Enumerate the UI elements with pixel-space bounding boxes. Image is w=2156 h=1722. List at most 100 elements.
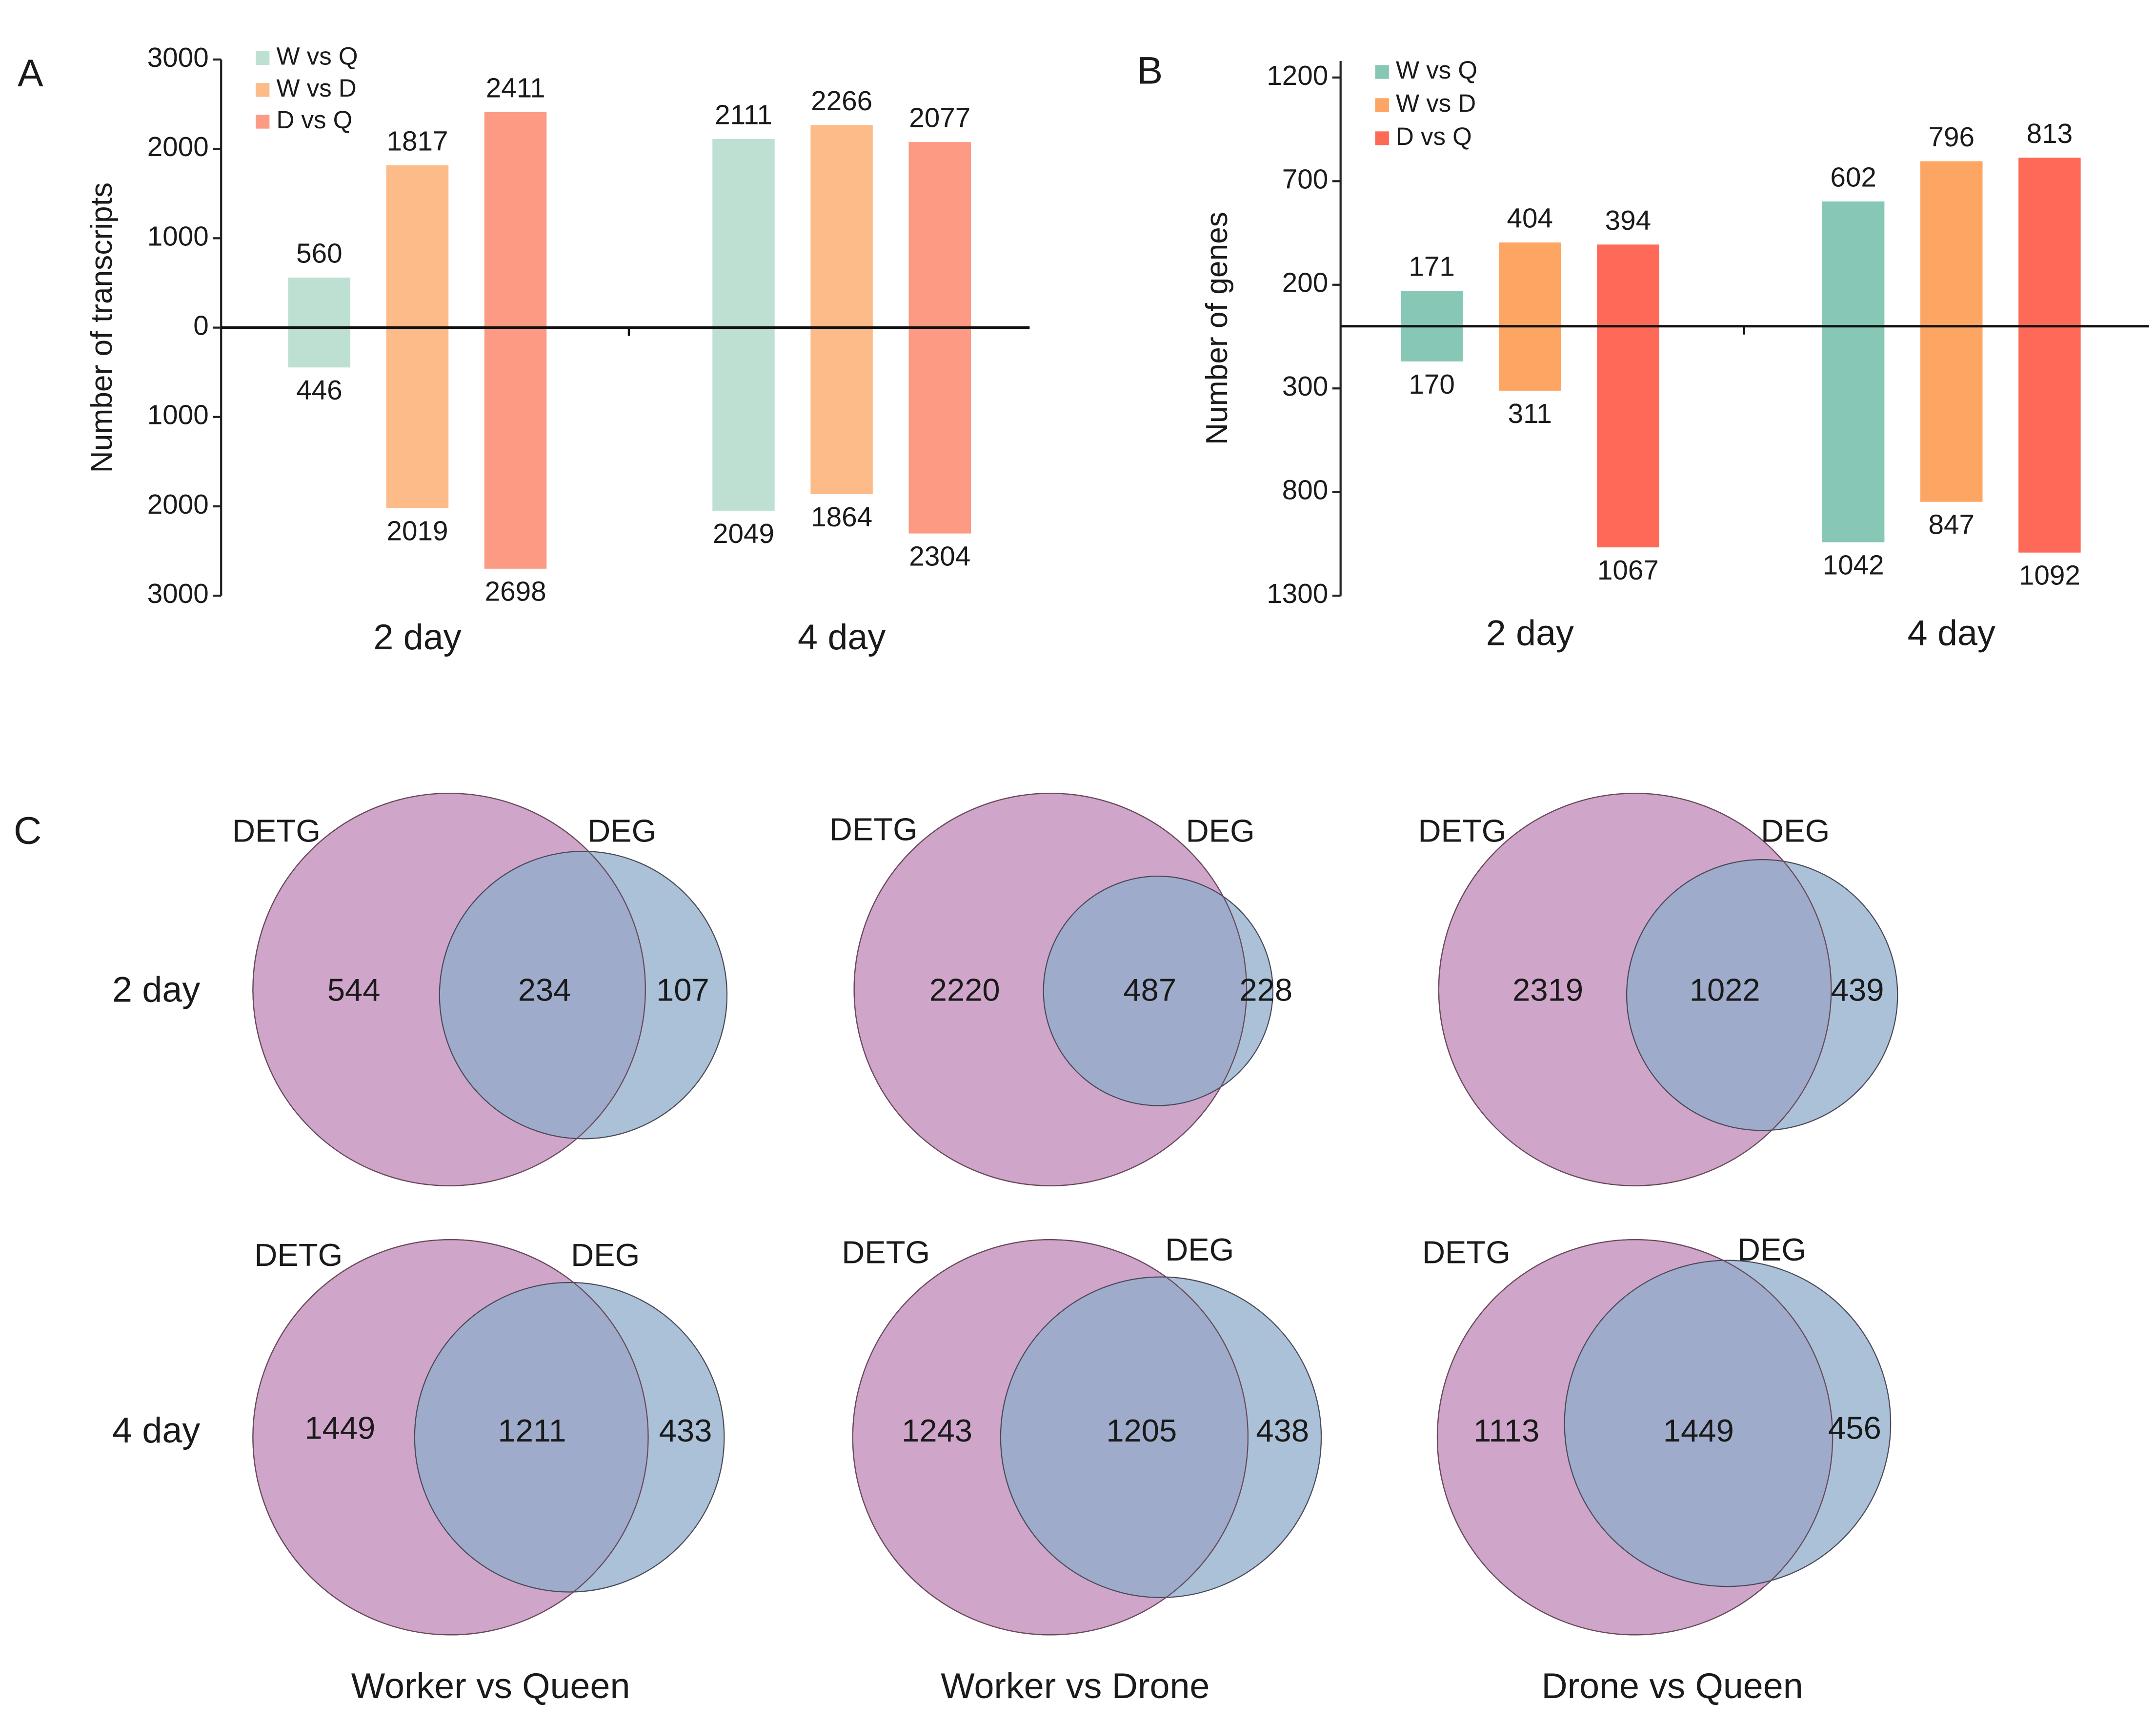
detg-outline <box>853 793 1248 1186</box>
value-label: 2304 <box>909 541 970 572</box>
value-label: 394 <box>1605 205 1652 236</box>
y-tick-label: 800 <box>1282 475 1329 506</box>
y-tick-label: 1000 <box>147 221 209 252</box>
value-label: 1864 <box>811 502 872 533</box>
value-label: 1092 <box>2019 561 2080 591</box>
count-label: 1211 <box>498 1413 566 1448</box>
value-label: 813 <box>2027 119 2073 149</box>
y-tick-label: 200 <box>1282 268 1329 299</box>
count-label: 228 <box>1239 972 1292 1007</box>
bar-down <box>386 327 449 508</box>
value-label: 847 <box>1929 510 1975 541</box>
set-label: DEG <box>1165 1232 1234 1267</box>
y-tick-label: 3000 <box>147 579 209 609</box>
bar-down <box>1597 326 1659 548</box>
bar-down <box>1400 326 1463 361</box>
y-tick-label: 1300 <box>1267 579 1328 609</box>
value-label: 2049 <box>713 519 774 549</box>
bar-down <box>810 327 873 495</box>
bar-up <box>2018 158 2081 326</box>
value-label: 1042 <box>1823 550 1884 581</box>
legend-swatch <box>1375 65 1389 79</box>
bar-up <box>1920 161 1983 326</box>
value-label: 2077 <box>909 103 970 134</box>
y-axis-label: Number of genes <box>1200 212 1234 445</box>
value-label: 171 <box>1409 252 1455 282</box>
y-tick-label: 3000 <box>147 42 209 73</box>
detg-outline <box>852 1239 1249 1636</box>
legend-label: W vs Q <box>277 42 358 70</box>
bar-up <box>908 142 971 328</box>
count-label: 1449 <box>304 1410 375 1445</box>
bar-down <box>712 327 775 511</box>
legend-swatch <box>256 115 270 129</box>
detg-outline <box>252 1239 649 1636</box>
count-label: 456 <box>1828 1410 1881 1445</box>
set-label: DETG <box>1418 813 1507 849</box>
row-label: 2 day <box>112 969 200 1010</box>
set-label: DEG <box>587 813 656 849</box>
set-label: DEG <box>571 1237 640 1273</box>
count-label: 1449 <box>1663 1413 1734 1448</box>
value-label: 2411 <box>486 73 545 104</box>
count-label: 1243 <box>902 1413 972 1448</box>
value-label: 560 <box>296 239 343 269</box>
bar-up <box>484 112 547 328</box>
deg-circle <box>1626 859 1898 1131</box>
bar-down <box>288 327 351 368</box>
bar-down <box>1499 326 1561 391</box>
bar-up <box>810 125 873 328</box>
count-label: 1205 <box>1106 1413 1177 1448</box>
y-tick-label: 2000 <box>147 489 209 520</box>
detg-outline <box>1436 1239 1834 1636</box>
detg-outline <box>1438 793 1832 1186</box>
y-tick-label: 0 <box>193 311 209 341</box>
value-label: 2019 <box>386 516 448 546</box>
column-label: Worker vs Drone <box>941 1665 1209 1706</box>
value-label: 2266 <box>811 86 872 117</box>
count-label: 438 <box>1256 1413 1309 1448</box>
legend-swatch <box>256 51 270 65</box>
legend-label: D vs Q <box>277 106 353 134</box>
value-label: 2698 <box>485 577 546 607</box>
value-label: 1067 <box>1597 555 1659 586</box>
column-label: Worker vs Queen <box>351 1665 630 1706</box>
value-label: 602 <box>1830 162 1876 193</box>
y-tick-label: 700 <box>1282 164 1329 195</box>
deg-circle <box>1000 1276 1322 1598</box>
bar-up <box>1822 201 1885 326</box>
legend-swatch <box>256 83 270 97</box>
legend-label: W vs D <box>277 74 357 102</box>
bar-up <box>1499 242 1561 326</box>
count-label: 2220 <box>929 972 1000 1007</box>
bar-up <box>712 139 775 328</box>
panel-label: C <box>14 808 41 852</box>
legend-label: W vs Q <box>1396 56 1477 84</box>
bar-down <box>484 327 547 569</box>
set-label: DEG <box>1186 813 1255 849</box>
count-label: 1022 <box>1690 972 1760 1007</box>
x-tick-label: 2 day <box>373 617 461 657</box>
set-label: DETG <box>829 812 918 847</box>
count-label: 2319 <box>1512 972 1583 1007</box>
value-label: 446 <box>296 375 343 406</box>
detg-outline <box>252 793 646 1186</box>
legend-swatch <box>1375 131 1389 145</box>
deg-circle <box>439 851 728 1140</box>
x-tick-label: 4 day <box>798 617 886 657</box>
y-tick-label: 300 <box>1282 371 1329 402</box>
panel-label: B <box>1137 48 1163 92</box>
value-label: 404 <box>1507 203 1553 234</box>
bar-up <box>1597 244 1659 326</box>
set-label: DETG <box>842 1235 930 1270</box>
count-label: 1113 <box>1473 1413 1539 1448</box>
y-tick-label: 1000 <box>147 400 209 431</box>
count-label: 234 <box>518 972 571 1007</box>
legend-label: W vs D <box>1396 89 1476 117</box>
count-label: 544 <box>327 972 381 1007</box>
bar-down <box>1920 326 1983 502</box>
set-label: DETG <box>232 813 321 849</box>
value-label: 2111 <box>715 100 772 131</box>
